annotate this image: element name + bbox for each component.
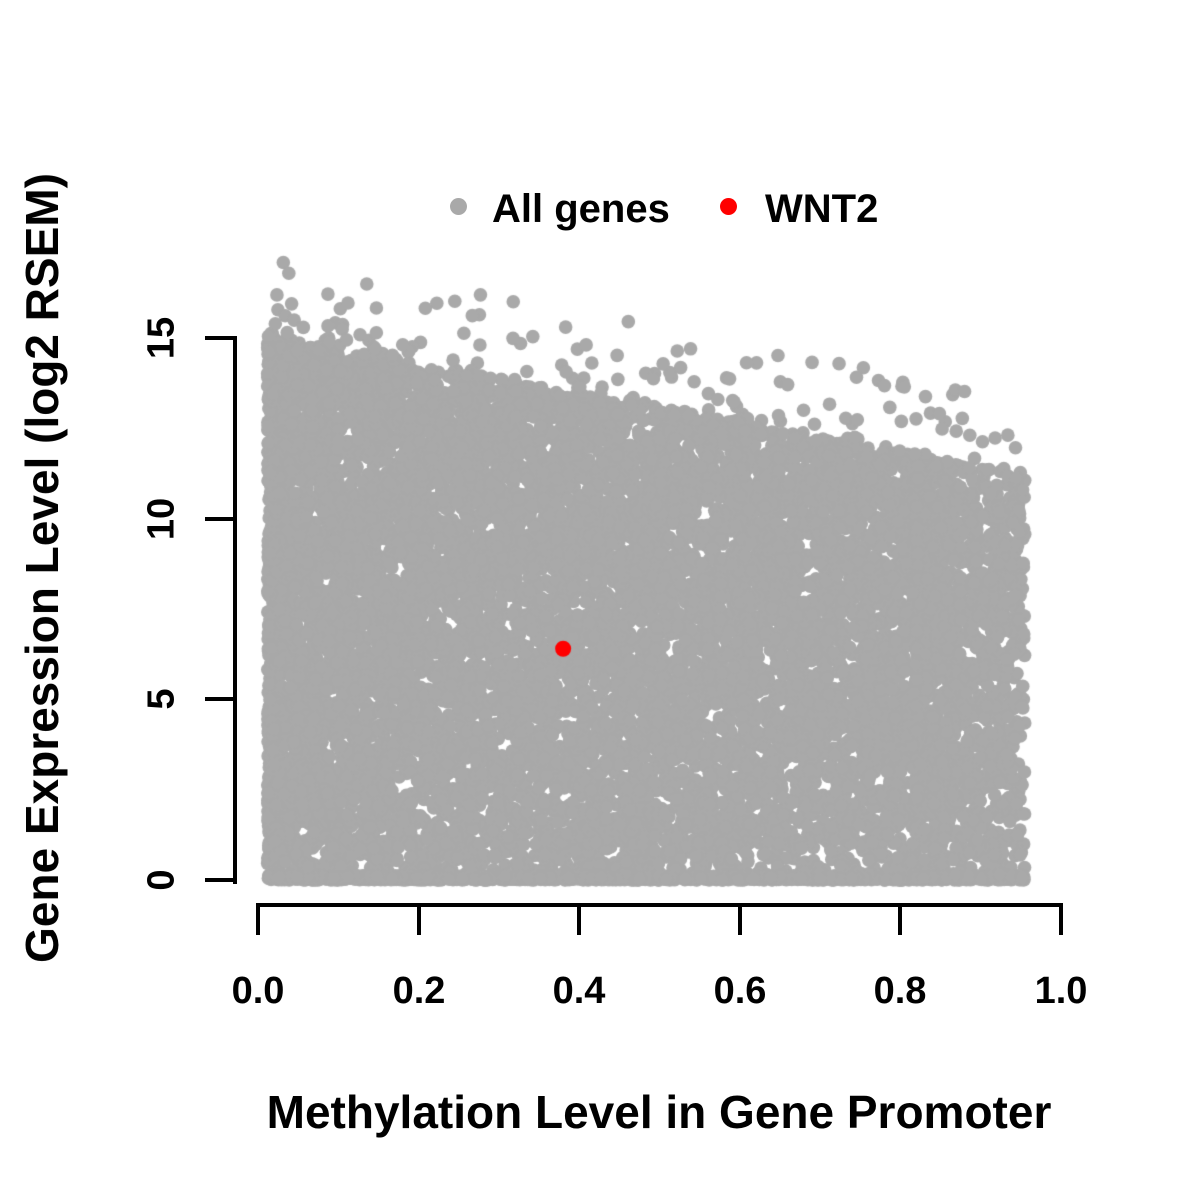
x-tick-label: 0.0 — [231, 970, 285, 1012]
wnt2-legend-label: WNT2 — [765, 187, 879, 231]
x-tick — [256, 905, 260, 935]
x-tick — [738, 905, 742, 935]
y-tick-label: 5 — [140, 688, 183, 710]
x-tick-label: 1.0 — [1034, 970, 1088, 1012]
x-tick — [898, 905, 902, 935]
x-tick-label: 0.2 — [392, 970, 446, 1012]
x-tick-label: 0.4 — [552, 970, 606, 1012]
x-axis-title: Methylation Level in Gene Promoter — [266, 1086, 1052, 1138]
legend: All genes WNT2 — [0, 92, 1200, 231]
x-tick — [577, 905, 581, 935]
wnt2-legend-dot-icon — [720, 198, 737, 215]
x-axis-line — [256, 903, 1063, 907]
y-tick — [205, 697, 235, 701]
y-tick-label: 10 — [140, 497, 183, 541]
y-tick-label: 0 — [140, 869, 183, 891]
y-tick — [205, 517, 235, 521]
y-tick — [205, 336, 235, 340]
y-tick — [205, 878, 235, 882]
x-tick — [1059, 905, 1063, 935]
x-tick-label: 0.8 — [873, 970, 927, 1012]
all-genes-legend-label: All genes — [492, 187, 670, 231]
y-axis-title: Gene Expression Level (log2 RSEM) — [16, 173, 68, 963]
y-tick-label: 15 — [140, 316, 183, 360]
x-tick — [417, 905, 421, 935]
x-tick-label: 0.6 — [713, 970, 767, 1012]
all-genes-legend-dot-icon — [450, 198, 467, 215]
y-axis-line — [233, 336, 237, 884]
